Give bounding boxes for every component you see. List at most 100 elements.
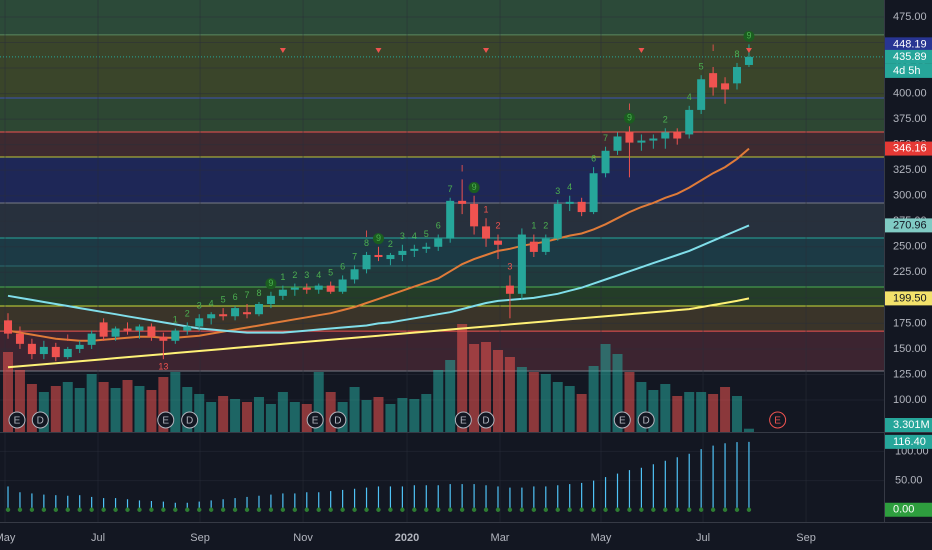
candle-body [314,285,323,290]
count-label: 8 [256,288,261,298]
candle-body [302,287,311,290]
event-marker [157,411,175,429]
count-label: 3 [400,231,405,241]
signal-dot [507,507,513,512]
signal-dot [746,507,752,512]
volume-bar [397,398,408,432]
count-label: I [365,229,368,239]
signal-dot [316,507,321,512]
signal-dot [77,507,82,512]
candle-body [207,314,216,319]
candle-body [135,326,144,331]
signal-dot [173,507,178,512]
signal-dot [161,507,166,512]
volume-bar [708,394,719,432]
signal-dot [651,507,656,512]
volume-badge-label: 3.301M [893,419,930,431]
y-tick-label: 100.00 [893,394,927,406]
x-tick-label: Sep [796,532,816,544]
signal-dot [256,507,262,512]
candle-body [99,322,108,337]
signal-dot [41,507,47,512]
candle-body [362,254,371,270]
signal-dot [734,507,740,512]
count-label: 4 [209,298,214,308]
volume-bar [289,402,300,432]
signal-dot [304,507,309,512]
event-marker [769,411,787,429]
volume-bar [146,390,157,432]
event-marker [637,411,655,429]
candle-body [601,150,610,174]
x-tick-label: Jul [696,532,710,544]
candle-body [410,248,419,251]
event-marker [8,411,26,429]
y-tick-label: 175.00 [893,317,927,329]
signal-dot [149,507,154,512]
event-marker [181,411,199,429]
volume-bar [672,396,683,432]
candle-body [470,203,479,227]
count-label: 4 [567,182,572,192]
volume-bar [528,372,539,432]
volume-bar [433,370,444,432]
count-label: I [461,164,464,174]
candle-body [75,344,84,349]
volume-bar [540,374,551,432]
volume-bar [62,382,73,432]
y-tick-label: 50.00 [895,474,923,486]
volume-bar [170,372,181,432]
y-tick-label: 225.00 [893,266,927,278]
sell-signal [279,48,286,53]
band [0,97,884,132]
signal-dot [185,507,190,512]
y-tick-label: 300.00 [893,190,927,202]
volume-bar [265,404,276,432]
volume-bar [98,382,109,432]
volume-bar [492,350,503,432]
candle-body [350,269,359,280]
count-label: 6 [436,221,441,231]
signal-dot [483,507,489,512]
signal-dot [5,507,11,512]
candle-body [171,330,180,341]
signal-dot [543,507,548,512]
volume-bar [445,360,456,432]
signal-dot [412,507,417,512]
count-circle [623,112,635,124]
signal-dot [710,507,716,512]
band [0,202,884,239]
volume-bar [122,380,133,432]
event-label: D [37,416,44,427]
count-label: 4 [687,92,692,102]
sell-signal [745,48,752,53]
signal-dot [579,507,584,512]
volume-bar [86,374,97,432]
signal-dot [675,507,680,512]
indicator-badge [885,434,932,449]
volume-bar [636,382,647,432]
candle-body [243,312,252,315]
event-label: E [460,416,467,427]
count-label: 6 [340,262,345,272]
count-label: 5 [699,61,704,71]
volume-bar [301,404,312,432]
count-circle [265,278,277,290]
signal-dot [137,507,142,512]
volume-bar [218,396,229,432]
candle-body [338,279,347,292]
signal-dot [65,507,70,512]
signal-dot [555,507,560,512]
count-label: 2 [543,221,548,231]
volume-bar [576,394,587,432]
volume-bar [660,384,671,432]
price-badge [885,49,932,64]
candle-body [613,136,622,151]
price-badge [885,218,932,233]
count-label: 8 [734,49,739,59]
candle-body [278,289,287,296]
count-label: 9 [472,182,477,192]
signal-dot [567,507,572,512]
volume-bar [516,367,527,432]
sell-signal [375,48,382,53]
